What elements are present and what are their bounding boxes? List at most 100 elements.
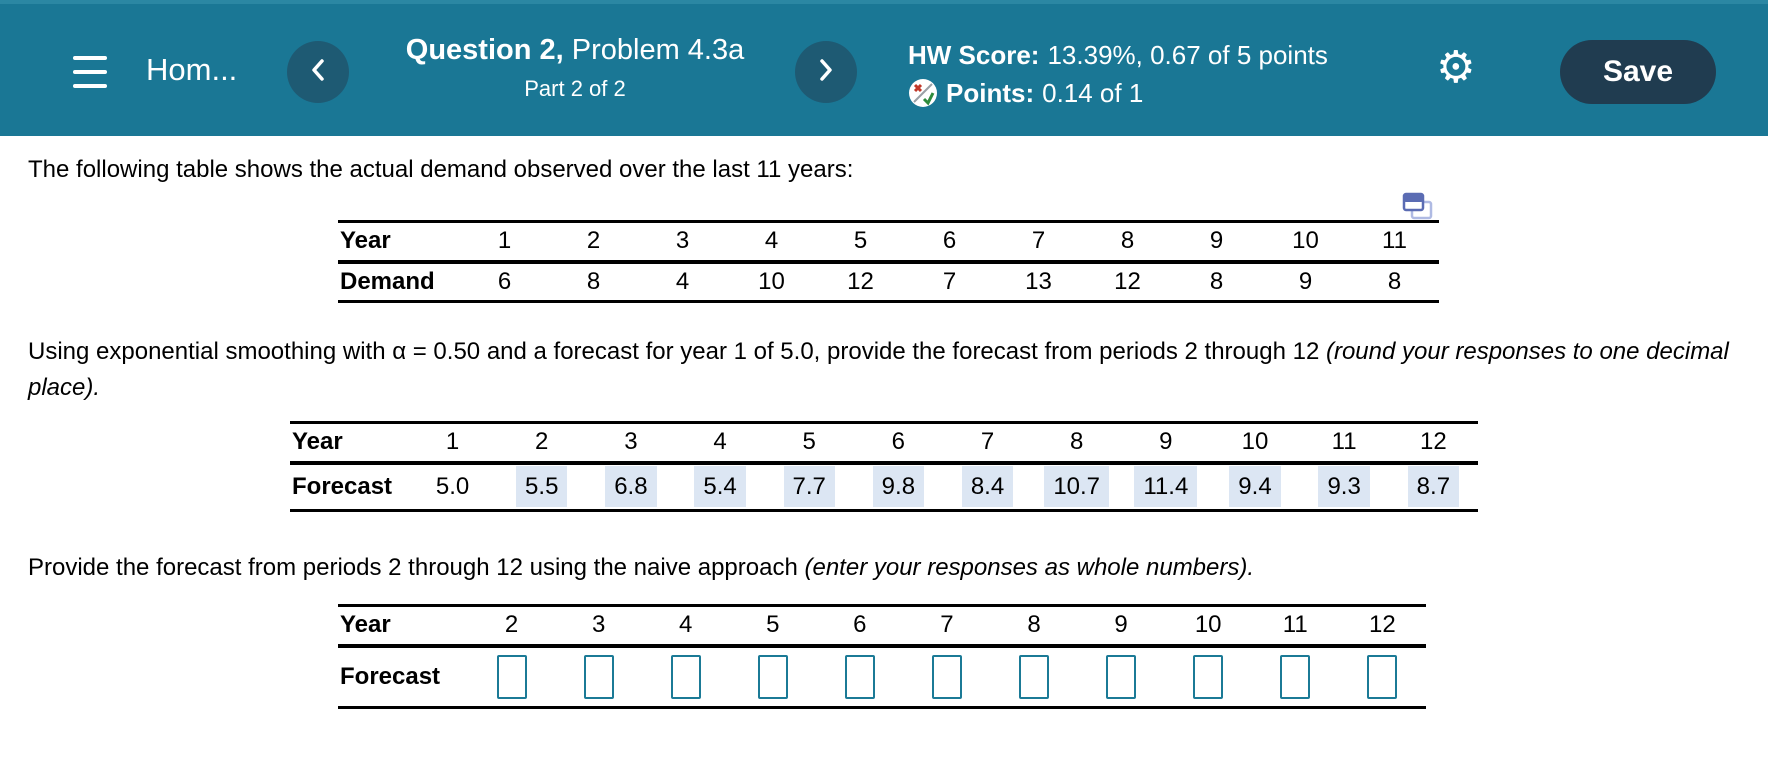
- year-cell: 2: [497, 422, 587, 465]
- score-block: HW Score: 13.39%, 0.67 of 5 points Point…: [908, 36, 1328, 112]
- year-cell: 6: [816, 605, 904, 648]
- filled-answer: 11.4: [1134, 465, 1198, 507]
- forecast-value: 11.4: [1121, 463, 1210, 511]
- naive-forecast-input[interactable]: [1367, 654, 1398, 699]
- year-cell: 7: [994, 221, 1083, 264]
- demand-value: 8: [1387, 267, 1402, 295]
- points-score: Points: 0.14 of 1: [908, 74, 1328, 112]
- naive-forecast-input[interactable]: [670, 654, 701, 699]
- filled-answer: 10.7: [1044, 465, 1110, 507]
- forecast-input-cell: [468, 646, 555, 708]
- forecast-value: 6.8: [586, 463, 675, 511]
- assignment-title[interactable]: Hom...: [146, 52, 238, 87]
- part-label: Part 2 of 2: [524, 76, 626, 101]
- filled-answer: 5.5: [516, 465, 568, 507]
- naive-forecast-input[interactable]: [1280, 654, 1311, 699]
- demand-value: 6: [497, 267, 512, 295]
- filled-answer: 9.8: [872, 465, 925, 507]
- naive-forecast-input[interactable]: [496, 654, 527, 699]
- naive-forecast-input[interactable]: [757, 654, 788, 699]
- forecast-value: 9.8: [854, 463, 943, 511]
- year-cell: 4: [642, 605, 730, 648]
- forecast-input-cell: [555, 646, 642, 708]
- year-cell: 5: [764, 422, 854, 465]
- forecast-input-cell: [990, 646, 1077, 708]
- demand-table: Year 1 2 3 4 5 6 7 8 9 10 11 Demand 6 8 4 10 12 7 13 12 8 9…: [338, 220, 1439, 303]
- forecast-value: 10.7: [1032, 463, 1121, 511]
- year-cell: 3: [555, 605, 643, 648]
- points-check-icon: [908, 78, 938, 108]
- row-label: Forecast: [292, 472, 393, 500]
- year-cell: 1: [460, 221, 549, 264]
- demand-value: 8: [586, 267, 601, 295]
- forecast-input-cell: [1165, 646, 1252, 708]
- demand-value: 13: [1025, 267, 1052, 295]
- filled-answer: 7.7: [783, 465, 835, 507]
- year-cell: 4: [727, 221, 816, 264]
- forecast-value: 7.7: [765, 463, 854, 511]
- year-cell: 3: [586, 422, 676, 465]
- year-cell: 11: [1251, 605, 1339, 648]
- year-cell: 5: [816, 221, 905, 264]
- naive-forecast-table: Year 2 3 4 5 6 7 8 9 10 11 12 Forecast: [338, 604, 1426, 709]
- naive-instruction: Provide the forecast from periods 2 thro…: [28, 554, 1255, 581]
- demand-value: 7: [942, 267, 957, 295]
- filled-answer: 9.3: [1318, 465, 1370, 507]
- year-cell: 10: [1261, 221, 1350, 264]
- filled-answer: 8.4: [961, 465, 1014, 507]
- demand-value: 4: [675, 267, 690, 295]
- smoothing-instruction: Using exponential smoothing with α = 0.5…: [28, 338, 1729, 401]
- year-cell: 9: [1121, 422, 1211, 465]
- year-cell: 6: [853, 422, 943, 465]
- forecast-input-cell: [816, 646, 903, 708]
- year-cell: 12: [1388, 422, 1478, 465]
- save-button[interactable]: Save: [1560, 40, 1716, 104]
- previous-question-button[interactable]: [287, 41, 349, 103]
- settings-gear-icon[interactable]: ⚙: [1436, 42, 1476, 93]
- year-cell: 6: [905, 221, 994, 264]
- filled-answer: 9.4: [1229, 465, 1281, 507]
- row-label: Year: [290, 422, 408, 465]
- year-cell: 7: [903, 605, 991, 648]
- hw-score: HW Score: 13.39%, 0.67 of 5 points: [908, 40, 1328, 70]
- year-cell: 12: [1338, 605, 1426, 648]
- year-cell: 4: [675, 422, 765, 465]
- year-cell: 10: [1164, 605, 1252, 648]
- forecast-value: 9.3: [1300, 463, 1389, 511]
- year-cell: 10: [1210, 422, 1300, 465]
- filled-answer: 8.7: [1407, 465, 1460, 507]
- given-value: 5.0: [435, 472, 470, 500]
- naive-forecast-input[interactable]: [931, 654, 962, 699]
- demand-value: 12: [847, 267, 874, 295]
- forecast-input-cell: [1078, 646, 1165, 708]
- naive-forecast-input[interactable]: [583, 654, 614, 699]
- forecast-table: Year 1 2 3 4 5 6 7 8 9 10 11 12 Forecast 5.0 5.5 6.8 5…: [290, 421, 1478, 512]
- naive-forecast-input[interactable]: [1193, 654, 1224, 699]
- naive-forecast-input[interactable]: [844, 654, 875, 699]
- naive-forecast-input[interactable]: [1106, 654, 1137, 699]
- year-cell: 11: [1299, 422, 1389, 465]
- forecast-value: 9.4: [1210, 463, 1299, 511]
- year-cell: 8: [1083, 221, 1172, 264]
- next-question-button[interactable]: [795, 41, 857, 103]
- menu-icon[interactable]: [73, 56, 107, 88]
- forecast-value: 5.0: [408, 463, 497, 511]
- year-cell: 7: [942, 422, 1033, 465]
- intro-text: The following table shows the actual dem…: [28, 156, 854, 183]
- year-cell: 11: [1350, 221, 1439, 264]
- demand-value: 8: [1209, 267, 1224, 295]
- chevron-left-icon: [309, 57, 327, 88]
- forecast-input-cell: [642, 646, 729, 708]
- year-cell: 9: [1077, 605, 1165, 648]
- year-cell: 2: [468, 605, 556, 648]
- naive-forecast-input[interactable]: [1019, 654, 1049, 699]
- question-title: Question 2, Problem 4.3a: [405, 34, 745, 66]
- question-header: Question 2, Problem 4.3a Part 2 of 2: [360, 34, 790, 102]
- forecast-input-cell: [903, 646, 990, 708]
- row-label: Forecast: [340, 662, 441, 690]
- forecast-value: 8.4: [943, 463, 1032, 511]
- forecast-input-cell: [1252, 646, 1339, 708]
- row-label: Year: [338, 221, 460, 264]
- print-table-icon[interactable]: [1402, 192, 1434, 227]
